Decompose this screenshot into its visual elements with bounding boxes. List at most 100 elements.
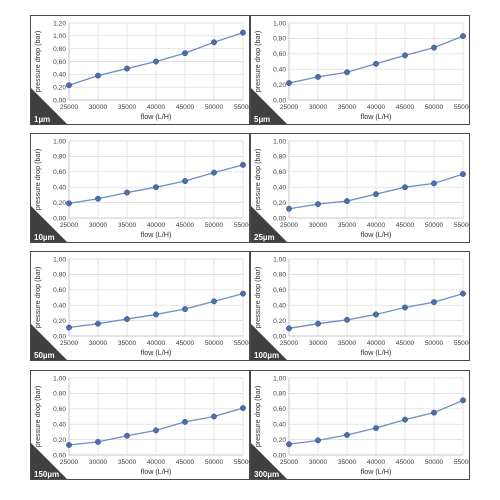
x-tick-label: 30000 <box>89 340 108 347</box>
y-axis-label: pressure drop (bar) <box>253 386 262 448</box>
data-point <box>124 65 130 72</box>
y-tick-label: 1,00 <box>53 256 66 263</box>
x-tick-label: 40000 <box>147 104 166 111</box>
data-point <box>66 200 72 207</box>
y-tick-label: 0,80 <box>273 272 286 279</box>
y-tick-label: 0,20 <box>53 318 66 325</box>
y-tick-label: 0,20 <box>53 437 66 444</box>
x-tick-label: 40000 <box>367 340 386 347</box>
x-axis-label: flow (L/H) <box>141 348 172 357</box>
data-point <box>431 180 437 187</box>
x-axis-label: flow (L/H) <box>361 467 392 476</box>
data-point <box>431 299 437 306</box>
x-tick-label: 40000 <box>367 459 386 466</box>
y-tick-label: 0,20 <box>53 200 66 207</box>
x-tick-label: 50000 <box>205 222 224 229</box>
y-tick-label: 0,40 <box>273 67 286 74</box>
y-tick-label: 0,00 <box>273 333 286 340</box>
x-axis-label: flow (L/H) <box>141 230 172 239</box>
y-tick-label: 1,00 <box>273 20 286 27</box>
x-tick-label: 30000 <box>309 340 328 347</box>
y-tick-label: 0,80 <box>273 391 286 398</box>
data-point <box>286 325 292 332</box>
data-point <box>211 413 217 420</box>
micron-label: 300µm <box>254 470 279 479</box>
data-point <box>182 50 188 57</box>
y-tick-label: 1,00 <box>53 138 66 145</box>
corner-tag <box>31 443 67 479</box>
data-point <box>344 198 350 205</box>
data-point <box>124 316 130 323</box>
data-point <box>240 405 246 411</box>
x-tick-label: 25000 <box>280 459 299 466</box>
y-tick-label: 0,40 <box>53 422 66 429</box>
y-tick-label: 1,00 <box>53 375 66 382</box>
y-tick-label: 0,80 <box>273 154 286 161</box>
y-tick-label: 0,40 <box>273 185 286 192</box>
chart-svg: 0,00 0,20 0,40 0,60 0,80 1,00 25000 30000 35000 4… <box>251 20 469 124</box>
x-tick-label: 30000 <box>89 459 108 466</box>
x-tick-label: 40000 <box>147 459 166 466</box>
micron-label: 50µm <box>34 351 55 360</box>
x-tick-label: 40000 <box>147 340 166 347</box>
chart-panel-150um: 0,00 0,20 0,40 0,60 0,80 1,00 25000 30000 35000 4… <box>30 370 250 480</box>
micron-label: 100µm <box>254 351 279 360</box>
x-tick-label: 30000 <box>309 459 328 466</box>
data-point <box>153 184 159 191</box>
micron-label: 25µm <box>254 233 275 242</box>
y-axis-label: pressure drop (bar) <box>253 149 262 211</box>
data-point <box>211 39 217 46</box>
data-point <box>315 73 321 80</box>
chart-panel-50um: 0,00 0,20 0,40 0,60 0,80 1,00 25000 30000 35000 4… <box>30 251 250 361</box>
data-point <box>315 320 321 327</box>
x-tick-label: 45000 <box>176 104 195 111</box>
y-tick-label: 0,80 <box>53 391 66 398</box>
data-point <box>373 425 379 431</box>
y-tick-label: 0,60 <box>273 406 286 413</box>
data-point <box>95 72 101 79</box>
y-tick-label: 0,40 <box>273 303 286 310</box>
y-tick-label: 1,00 <box>273 138 286 145</box>
y-tick-label: 0,60 <box>273 51 286 58</box>
y-tick-label: 0,00 <box>273 97 286 104</box>
data-point <box>344 69 350 76</box>
y-tick-label: 0,60 <box>273 287 286 294</box>
data-point <box>286 205 292 212</box>
y-tick-label: 0,80 <box>53 154 66 161</box>
x-axis-label: flow (L/H) <box>141 467 172 476</box>
data-point <box>95 195 101 202</box>
data-point <box>95 320 101 327</box>
y-tick-label: 0,60 <box>53 406 66 413</box>
data-point <box>373 60 379 67</box>
y-tick-label: 0,80 <box>273 36 286 43</box>
chart-panel-5um: 0,00 0,20 0,40 0,60 0,80 1,00 25000 30000 35000 4… <box>250 15 470 125</box>
y-tick-label: 0,00 <box>53 215 66 222</box>
x-tick-label: 50000 <box>425 104 444 111</box>
y-tick-label: 0,20 <box>273 437 286 444</box>
x-tick-label: 30000 <box>309 222 328 229</box>
data-point <box>431 409 437 416</box>
corner-tag <box>251 206 287 242</box>
data-point <box>240 290 246 297</box>
x-tick-label: 25000 <box>60 459 79 466</box>
data-point <box>344 316 350 323</box>
x-tick-label: 45000 <box>396 459 415 466</box>
chart-panel-1um: 0,00 0,20 0,40 0,60 0,80 1,00 1,20 25000 30000 35… <box>30 15 250 125</box>
x-tick-label: 35000 <box>338 222 357 229</box>
y-tick-label: 0,60 <box>273 169 286 176</box>
y-tick-label: 0,40 <box>53 72 66 79</box>
chart-panel-10um: 0,00 0,20 0,40 0,60 0,80 1,00 25000 30000 35000 4… <box>30 133 250 243</box>
y-axis-label: pressure drop (bar) <box>33 386 42 448</box>
corner-tag <box>251 324 287 360</box>
data-point <box>182 306 188 312</box>
x-tick-label: 35000 <box>118 340 137 347</box>
data-point <box>124 189 130 196</box>
x-tick-label: 40000 <box>367 222 386 229</box>
x-tick-label: 35000 <box>338 459 357 466</box>
x-tick-label: 55000 <box>234 104 250 111</box>
x-tick-label: 55000 <box>234 222 250 229</box>
data-point <box>460 171 466 178</box>
x-axis-label: flow (L/H) <box>361 230 392 239</box>
y-tick-label: 0,20 <box>273 82 286 89</box>
corner-tag <box>251 443 287 479</box>
